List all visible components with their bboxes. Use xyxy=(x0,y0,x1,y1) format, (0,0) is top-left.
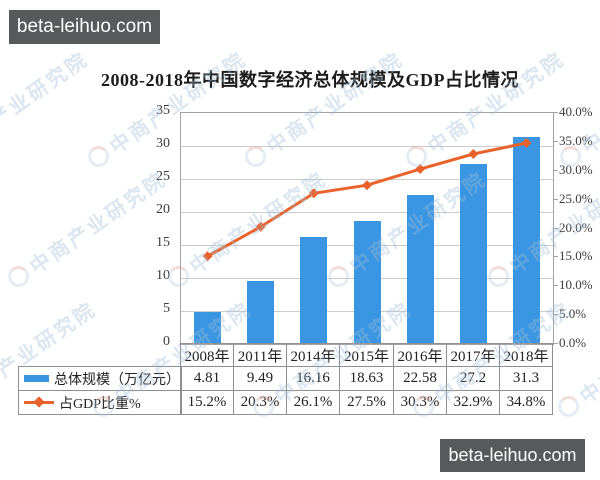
x-axis-category-cell: 2014年 xyxy=(286,343,340,367)
right-axis-tick xyxy=(553,227,558,229)
right-axis-tick xyxy=(553,256,558,258)
watermark-logo-icon xyxy=(558,395,580,417)
line-marker-icon xyxy=(468,149,479,160)
left-axis-tick-label: 20 xyxy=(156,202,170,217)
x-axis-category-cell: 2015年 xyxy=(339,343,394,367)
total-scale-value-cell: 22.58 xyxy=(393,366,447,391)
left-axis-tick-label: 15 xyxy=(156,235,170,250)
x-axis-category-cell: 2008年 xyxy=(180,343,234,367)
bar-2014年 xyxy=(300,237,328,344)
right-axis-tick-label: 40.0% xyxy=(559,104,593,119)
right-axis-tick xyxy=(553,343,558,344)
line-marker-icon xyxy=(415,164,426,175)
right-axis-tick-label: 15.0% xyxy=(559,248,593,264)
line-marker-icon xyxy=(202,251,213,262)
gdp-share-value-cell: 20.3% xyxy=(233,390,287,415)
left-axis-tick-label: 30 xyxy=(156,136,170,151)
legend-label: 总体规模（万亿元） xyxy=(54,372,180,388)
legend-item-gdp-share: 占GDP比重% xyxy=(18,390,182,415)
right-axis-tick xyxy=(553,112,558,113)
gdp-share-line xyxy=(202,138,532,262)
total-scale-value-cell: 16.16 xyxy=(286,366,340,391)
plot-area xyxy=(180,112,554,345)
bar-2015年 xyxy=(353,221,381,344)
right-axis-tick xyxy=(553,285,558,287)
right-axis-tick-label: 25.0% xyxy=(559,190,593,206)
gdp-share-value-cell: 34.8% xyxy=(499,390,553,415)
total-scale-value-cell: 31.3 xyxy=(499,366,553,391)
right-axis-tick xyxy=(553,140,558,142)
site-banner-top-left: beta-leihuo.com xyxy=(9,10,160,44)
total-scale-value-cell: 4.81 xyxy=(180,366,234,391)
gdp-share-value-cell: 30.3% xyxy=(393,390,447,415)
left-axis-tick-label: 25 xyxy=(156,169,170,184)
gridline xyxy=(181,212,553,213)
x-axis-category-cell: 2011年 xyxy=(233,343,287,367)
line-marker-icon xyxy=(308,188,319,199)
line-series-swatch-icon xyxy=(24,396,54,408)
watermark: 中商产业研究院 xyxy=(0,48,93,159)
x-axis-category-cell: 2017年 xyxy=(446,343,500,367)
line-marker-icon xyxy=(255,221,266,232)
gdp-share-value-cell: 15.2% xyxy=(180,390,234,415)
site-banner-bottom-right: beta-leihuo.com xyxy=(440,439,585,472)
right-axis-tick-label: 20.0% xyxy=(559,219,593,235)
right-axis-tick-label: 35.0% xyxy=(559,132,593,148)
gdp-share-value-cell: 32.9% xyxy=(446,390,500,415)
total-scale-value-cell: 9.49 xyxy=(233,366,287,391)
right-axis-tick-label: 10.0% xyxy=(559,277,593,293)
right-axis-tick-label: 5.0% xyxy=(559,306,587,322)
gdp-share-value-cell: 27.5% xyxy=(339,390,394,415)
line-marker-icon xyxy=(362,180,372,191)
bar-series-swatch-icon xyxy=(24,375,49,382)
line-marker-icon xyxy=(521,138,532,149)
left-axis-tick-label: 5 xyxy=(163,301,170,316)
right-axis-tick xyxy=(553,198,558,200)
gridline xyxy=(181,179,553,180)
bar-2017年 xyxy=(459,164,487,344)
watermark-logo-icon xyxy=(8,265,30,287)
total-scale-value-cell: 18.63 xyxy=(339,366,394,391)
legend-item-total-scale: 总体规模（万亿元） xyxy=(18,366,182,391)
left-axis-tick-label: 0 xyxy=(163,334,170,349)
total-scale-value-cell: 27.2 xyxy=(446,366,500,391)
x-axis-category-cell: 2016年 xyxy=(393,343,447,367)
left-axis-tick-label: 35 xyxy=(156,103,170,118)
legend-label: 占GDP比重% xyxy=(59,396,141,412)
gdp-share-value-cell: 26.1% xyxy=(286,390,340,415)
right-axis-tick xyxy=(553,314,558,316)
bar-2008年 xyxy=(194,312,222,344)
bar-2011年 xyxy=(247,281,275,344)
bar-2018年 xyxy=(512,137,540,344)
chart-title: 2008-2018年中国数字经济总体规模及GDP占比情况 xyxy=(101,70,519,90)
right-axis-tick xyxy=(553,169,558,171)
left-axis-tick-label: 10 xyxy=(156,268,170,283)
watermark-logo-icon xyxy=(88,145,110,167)
gridline xyxy=(181,146,553,147)
bar-2016年 xyxy=(406,194,434,344)
right-axis-tick-label: 30.0% xyxy=(559,161,593,177)
x-axis-category-cell: 2018年 xyxy=(499,343,553,367)
right-axis-tick-label: 0.0% xyxy=(559,335,587,350)
